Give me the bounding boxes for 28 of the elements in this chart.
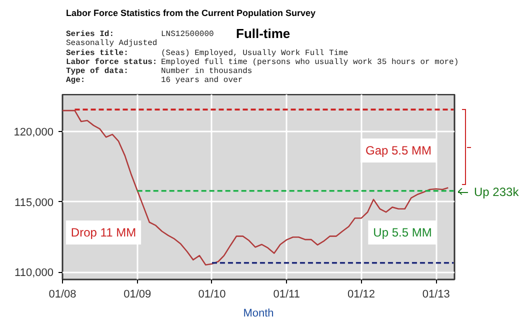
- text: Labor force status:: [66, 58, 158, 67]
- text: LNS12500000: [161, 30, 214, 39]
- chart-subtitle: Full-time: [236, 26, 290, 41]
- y-tick-label: 115,000: [14, 196, 54, 209]
- line-series: [62, 110, 449, 266]
- annotation: Up 5.5 MM: [373, 226, 432, 240]
- text: Age:: [66, 76, 86, 85]
- x-tick-label: 01/10: [198, 288, 226, 300]
- x-tick-label: 01/11: [273, 288, 300, 300]
- text: Number in thousands: [161, 67, 252, 76]
- x-tick-label: 01/13: [422, 288, 450, 300]
- text: Seasonally Adjusted: [66, 39, 158, 48]
- annotation: Gap 5.5 MM: [365, 144, 432, 158]
- x-tick-label: 01/08: [48, 288, 76, 300]
- text: Type of data:: [66, 67, 128, 76]
- text: Series Id:: [66, 30, 114, 39]
- x-tick-label: 01/09: [124, 288, 152, 300]
- y-tick-label: 110,000: [14, 267, 54, 280]
- x-tick-label: 01/12: [347, 288, 376, 300]
- text: Up 233k: [474, 185, 519, 199]
- text: Employed full time (persons who usually work 35 hours or more): [161, 58, 459, 67]
- annotation: Drop 11 MM: [70, 226, 136, 240]
- text: (Seas) Employed, Usually Work Full Time: [161, 49, 348, 58]
- text: Series title:: [66, 49, 128, 58]
- y-tick-label: 120,000: [14, 126, 54, 138]
- text: 16 years and over: [161, 76, 243, 85]
- x-axis-title: Month: [243, 308, 274, 320]
- chart-title: Labor Force Statistics from the Current Population Survey: [66, 8, 316, 18]
